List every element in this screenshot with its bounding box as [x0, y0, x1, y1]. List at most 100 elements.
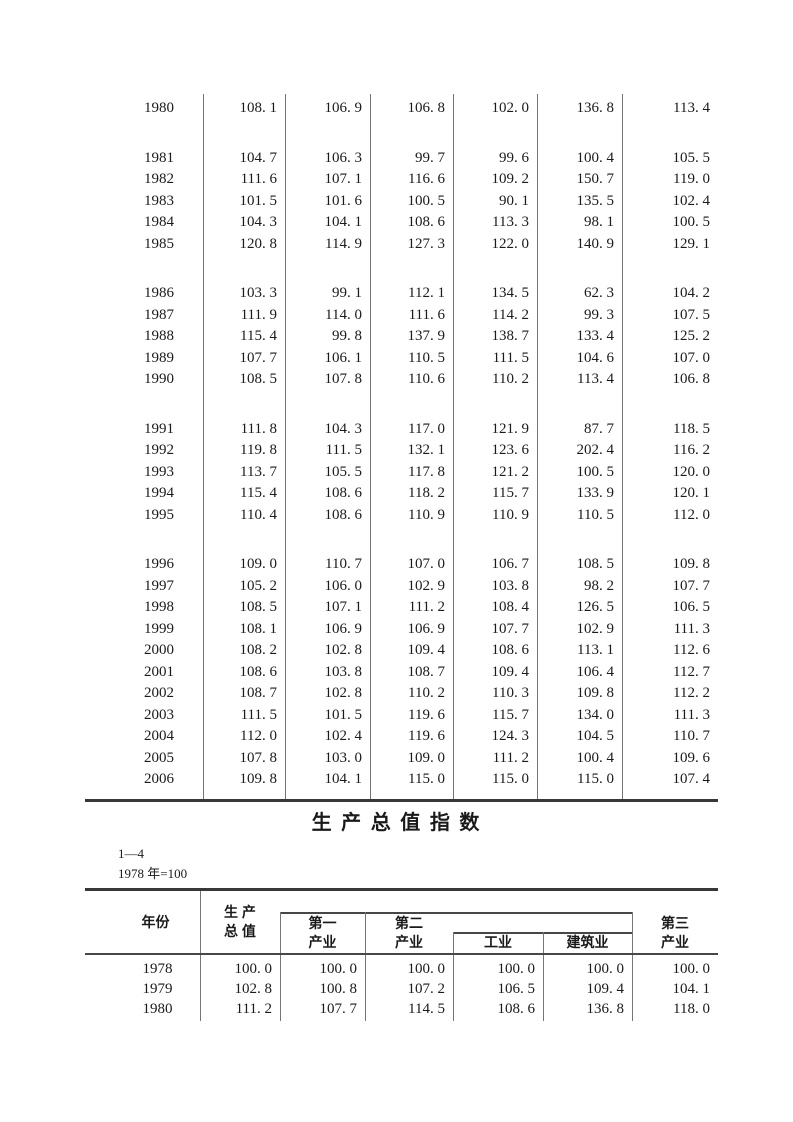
year-cell: 1981 — [144, 149, 174, 166]
value-cell: 115. 7 — [492, 485, 529, 501]
value-cell: 106. 5 — [497, 981, 536, 997]
year-cell: 1987 — [144, 306, 174, 323]
value-cell: 107. 1 — [324, 171, 363, 187]
value-cell: 107. 0 — [407, 556, 446, 572]
value-cell: 100. 0 — [497, 961, 536, 977]
value-cell: 109. 8 — [576, 685, 615, 701]
value-cell: 100. 0 — [319, 961, 358, 977]
table-row: 2005 107. 8 103. 0 109. 0 111. 2 100. 4 109. 6 — [85, 748, 718, 770]
header-primary-industry: 第一 产业 — [280, 912, 365, 953]
row-group: 1981 104. 7 106. 3 99. 7 99. 6 100. 4 105. 5 19… — [85, 148, 718, 256]
year-cell: 1986 — [144, 285, 174, 301]
value-cell: 108. 6 — [407, 214, 446, 230]
value-cell: 108. 6 — [239, 663, 278, 680]
value-cell: 115. 0 — [408, 771, 445, 787]
value-cell: 108. 1 — [239, 100, 278, 116]
year-cell: 1982 — [144, 171, 174, 187]
column-divider — [453, 955, 454, 1021]
value-cell: 121. 9 — [491, 420, 530, 437]
table-row: 2004 112. 0 102. 4 119. 6 124. 3 104. 5 110. 7 — [85, 726, 718, 748]
value-cell: 110. 5 — [408, 349, 445, 366]
year-cell: 2002 — [144, 685, 174, 701]
header-gdp-line2: 总 值 — [224, 923, 256, 939]
value-cell: 108. 7 — [407, 663, 446, 680]
value-cell: 104. 3 — [239, 214, 278, 230]
value-cell: 104. 6 — [576, 349, 615, 366]
year-cell: 1989 — [144, 349, 174, 366]
value-cell: 107. 5 — [672, 306, 711, 323]
header-industry: 工业 — [453, 932, 543, 953]
value-cell: 113. 4 — [577, 371, 614, 387]
value-cell: 109. 0 — [239, 556, 278, 572]
year-cell: 1991 — [144, 420, 174, 437]
value-cell: 107. 7 — [672, 577, 711, 594]
header-industry-label: 工业 — [484, 934, 512, 950]
value-cell: 125. 2 — [672, 328, 711, 344]
value-cell: 136. 8 — [586, 1001, 625, 1017]
value-cell: 104. 1 — [324, 771, 363, 787]
value-cell: 103. 8 — [324, 663, 363, 680]
value-cell: 107. 8 — [324, 371, 363, 387]
year-cell: 1996 — [144, 556, 174, 572]
table-row: 2002 108. 7 102. 8 110. 2 110. 3 109. 8 112. 2 — [85, 683, 718, 705]
value-cell: 111. 3 — [673, 620, 710, 637]
value-cell: 119. 6 — [408, 728, 445, 744]
column-divider — [370, 94, 371, 799]
year-cell: 2006 — [144, 771, 174, 787]
value-cell: 107. 7 — [239, 349, 278, 366]
value-cell: 99. 3 — [584, 306, 614, 323]
value-cell: 101. 6 — [324, 192, 363, 209]
value-cell: 138. 7 — [491, 328, 530, 344]
value-cell: 109. 6 — [672, 749, 711, 766]
column-divider — [632, 955, 633, 1021]
value-cell: 202. 4 — [576, 442, 615, 458]
column-divider — [543, 955, 544, 1021]
value-cell: 62. 3 — [584, 285, 614, 301]
year-cell: 2004 — [144, 728, 174, 744]
value-cell: 109. 8 — [672, 556, 711, 572]
value-cell: 107. 7 — [491, 620, 530, 637]
table-continuation: 1980 108. 1 106. 9 106. 8 102. 0 136. 8 113. 4… — [85, 94, 718, 802]
value-cell: 112. 6 — [673, 642, 710, 658]
column-divider — [632, 912, 633, 953]
value-cell: 106. 8 — [407, 100, 446, 116]
value-cell: 118. 0 — [673, 1001, 710, 1017]
value-cell: 100. 4 — [576, 149, 615, 166]
value-cell: 117. 8 — [408, 463, 445, 480]
value-cell: 112. 2 — [673, 685, 710, 701]
value-cell: 115. 0 — [577, 771, 614, 787]
value-cell: 115. 4 — [240, 485, 277, 501]
value-cell: 112. 0 — [240, 728, 277, 744]
value-cell: 106. 4 — [576, 663, 615, 680]
value-cell: 133. 9 — [576, 485, 615, 501]
value-cell: 87. 7 — [584, 420, 614, 437]
value-cell: 116. 6 — [408, 171, 445, 187]
table-row: 1995 110. 4 108. 6 110. 9 110. 9 110. 5 112. 0 — [85, 505, 718, 527]
value-cell: 100. 5 — [407, 192, 446, 209]
value-cell: 108. 6 — [491, 642, 530, 658]
value-cell: 105. 5 — [672, 149, 711, 166]
table-row: 1990 108. 5 107. 8 110. 6 110. 2 113. 4 106. 8 — [85, 369, 718, 391]
value-cell: 115. 4 — [240, 328, 277, 344]
value-cell: 106. 7 — [491, 556, 530, 572]
value-cell: 100. 0 — [586, 961, 625, 977]
header-primary-line2: 产业 — [308, 933, 337, 950]
value-cell: 102. 9 — [407, 577, 446, 594]
table-row: 1989 107. 7 106. 1 110. 5 111. 5 104. 6 107. 0 — [85, 348, 718, 370]
value-cell: 113. 1 — [577, 642, 614, 658]
value-cell: 108. 2 — [239, 642, 278, 658]
value-cell: 108. 5 — [239, 371, 278, 387]
value-cell: 99. 8 — [332, 328, 362, 344]
header-year: 年份 — [85, 891, 200, 953]
value-cell: 107. 0 — [672, 349, 711, 366]
value-cell: 100. 5 — [672, 214, 711, 230]
row-group: 1996 109. 0 110. 7 107. 0 106. 7 108. 5 109. 8… — [85, 554, 718, 791]
column-divider — [453, 932, 454, 953]
value-cell: 114. 9 — [325, 235, 362, 252]
table-1-4-rows: 1978 100. 0 100. 0 100. 0 100. 0 100. 0 100. 0… — [85, 955, 718, 1021]
header-tertiary-line2: 产业 — [661, 933, 689, 950]
column-divider — [285, 94, 286, 799]
value-cell: 104. 5 — [576, 728, 615, 744]
value-cell: 111. 2 — [235, 1001, 272, 1017]
table-number: 1—4 — [118, 846, 144, 861]
